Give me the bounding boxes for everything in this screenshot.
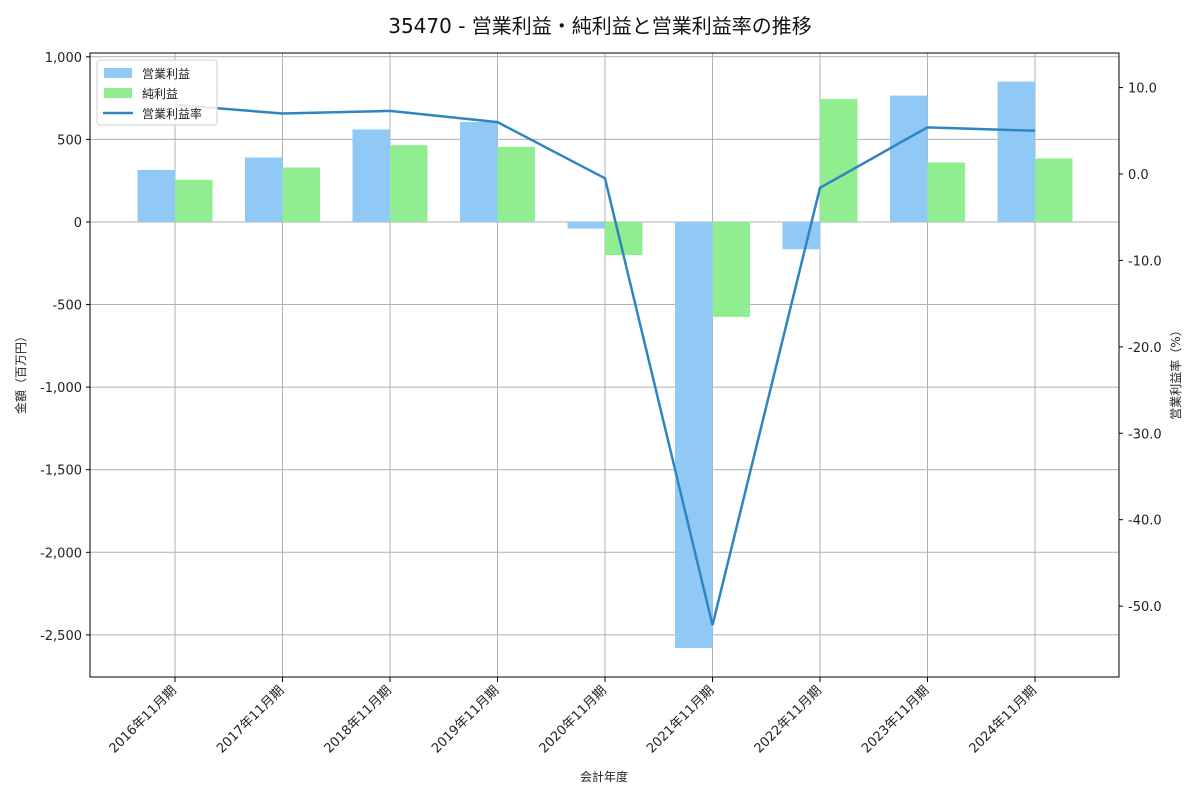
x-tick-label: 2019年11月期	[429, 683, 502, 756]
legend-swatch	[104, 88, 132, 98]
chart-title: 35470 - 営業利益・純利益と営業利益率の推移	[388, 14, 812, 38]
x-axis-label: 会計年度	[580, 769, 628, 784]
x-tick-label: 2017年11月期	[214, 683, 287, 756]
bar-net-profit	[605, 221, 643, 255]
bar-operating-profit	[460, 122, 498, 222]
legend-swatch	[104, 68, 132, 78]
bar-operating-profit	[675, 221, 713, 649]
right-y-tick-label: 0.0	[1128, 168, 1149, 183]
legend-label: 営業利益率	[142, 106, 202, 121]
bar-operating-profit	[890, 95, 928, 222]
x-tick-label: 2016年11月期	[107, 683, 180, 756]
bar-net-profit	[1035, 158, 1073, 222]
right-y-tick-label: -10.0	[1128, 254, 1162, 269]
left-y-tick-label: 500	[57, 133, 82, 148]
bar-series	[137, 81, 1073, 649]
x-tick-label: 2024年11月期	[967, 683, 1040, 756]
right-y-tick-label: 10.0	[1128, 82, 1157, 97]
left-y-tick-label: -500	[52, 299, 82, 314]
bar-net-profit	[820, 98, 858, 222]
x-axis: 2016年11月期 2017年11月期 2018年11月期 2019年11月期 2020…	[107, 677, 1040, 757]
grid-lines	[90, 53, 1119, 677]
right-y-axis: 10.0 0.0 -10.0 -20.0 -30.0 -40.0 -50.0	[1119, 82, 1162, 615]
bar-net-profit	[390, 145, 428, 222]
x-tick-label: 2021年11月期	[644, 683, 717, 756]
right-y-tick-label: -30.0	[1128, 427, 1162, 442]
bar-operating-profit	[782, 221, 820, 250]
bar-net-profit	[175, 179, 213, 222]
x-tick-label: 2020年11月期	[537, 683, 610, 756]
legend-label: 営業利益	[142, 67, 190, 81]
left-y-tick-label: -2,500	[40, 629, 82, 644]
right-y-axis-label: 営業利益率（%）	[1168, 324, 1183, 419]
bar-operating-profit	[352, 129, 390, 222]
bar-operating-profit	[567, 221, 605, 229]
right-y-tick-label: -40.0	[1128, 514, 1162, 529]
bar-net-profit	[497, 146, 535, 222]
left-y-axis-label: 金額（百万円）	[13, 330, 28, 414]
x-tick-label: 2023年11月期	[859, 683, 932, 756]
left-y-tick-label: 0	[74, 216, 82, 231]
x-tick-label: 2018年11月期	[322, 683, 395, 756]
left-y-tick-label: -1,500	[40, 464, 82, 479]
legend-label: 純利益	[142, 87, 178, 101]
left-y-tick-label: 1,000	[45, 51, 82, 66]
bar-net-profit	[282, 167, 320, 222]
left-y-tick-label: -2,000	[40, 546, 82, 561]
left-y-axis: 1,000 500 0 -500 -1,000 -1,500 -2,000 -2,500	[40, 51, 90, 644]
bar-operating-profit	[245, 157, 283, 222]
right-y-tick-label: -20.0	[1128, 341, 1162, 356]
line-series-operating-margin	[174, 103, 1036, 626]
operating-margin-line	[174, 103, 1036, 626]
left-y-tick-label: -1,000	[40, 381, 82, 396]
bar-operating-profit	[137, 169, 175, 222]
bar-net-profit	[712, 221, 750, 317]
right-y-tick-label: -50.0	[1128, 600, 1162, 615]
bar-operating-profit	[997, 81, 1035, 222]
bar-net-profit	[927, 162, 965, 222]
x-tick-label: 2022年11月期	[752, 683, 825, 756]
